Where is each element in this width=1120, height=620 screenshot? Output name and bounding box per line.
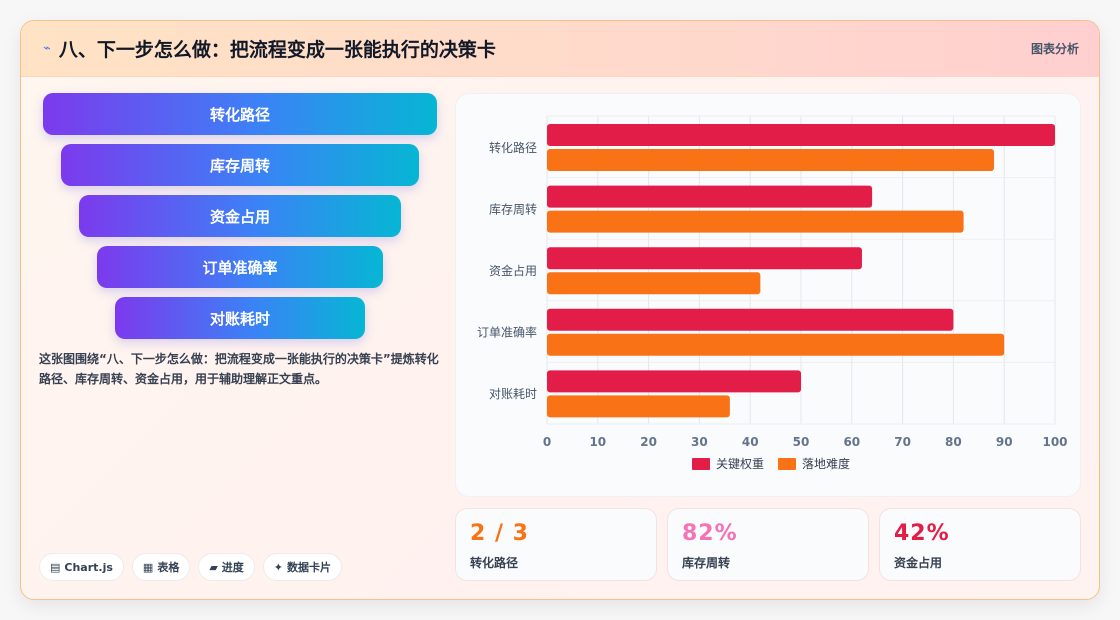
funnel-item: 库存周转 xyxy=(61,144,419,186)
chip-label: Chart.js xyxy=(64,560,113,574)
chip-label: 进度 xyxy=(221,561,244,574)
funnel-item: 资金占用 xyxy=(79,195,401,237)
bar xyxy=(547,370,801,393)
x-tick-label: 30 xyxy=(691,435,708,449)
header: ⌁ 八、下一步怎么做：把流程变成一张能执行的决策卡 图表分析 xyxy=(21,21,1099,77)
bar xyxy=(547,124,1055,146)
x-tick-label: 100 xyxy=(1042,435,1067,449)
bar xyxy=(547,308,954,331)
x-tick-label: 50 xyxy=(793,435,810,449)
legend-label: 关键权重 xyxy=(716,457,764,471)
bar xyxy=(547,272,761,295)
legend-label: 落地难度 xyxy=(802,456,850,471)
y-tick-label: 对账耗时 xyxy=(489,387,537,401)
stat-value: 42% xyxy=(894,521,950,546)
chip-data-card[interactable]: ✦ 数据卡片 xyxy=(262,553,343,581)
chip-row: ▤ Chart.js ▦ 表格 ▰ 进度 ✦ 数据卡片 xyxy=(39,553,343,581)
stat-card-capital: 42% 资金占用 xyxy=(879,508,1081,581)
bar xyxy=(547,185,873,208)
bar-chart: 0 10 20 30 40 50 60 70 80 90 100 转化路径库存周转资金占用订单准确率对… xyxy=(477,115,1068,471)
bar-chart-panel: 0 10 20 30 40 50 60 70 80 90 100 转化路径库存周转资金占用订单准确率对… xyxy=(455,93,1081,497)
chip-chartjs[interactable]: ▤ Chart.js xyxy=(39,553,124,581)
stat-value: 82% xyxy=(682,521,738,546)
chart-analysis-tag: 图表分析 xyxy=(1030,42,1079,56)
funnel-item: 转化路径 xyxy=(43,93,437,135)
main-card: ⌁ 八、下一步怎么做：把流程变成一张能执行的决策卡 图表分析 转化路径 库存周转… xyxy=(20,20,1100,600)
chip-progress[interactable]: ▰ 进度 xyxy=(198,553,255,581)
bar xyxy=(547,333,1005,356)
x-tick-label: 40 xyxy=(742,435,759,449)
stat-value: 2 / 3 xyxy=(470,521,529,546)
x-tick-label: 10 xyxy=(589,435,606,449)
y-tick-label: 资金占用 xyxy=(489,263,537,278)
x-tick-label: 60 xyxy=(843,435,860,449)
sparkle-icon: ✦ xyxy=(273,560,284,574)
chart-icon: ▤ xyxy=(50,560,61,574)
pin-icon: ⌁ xyxy=(43,41,51,56)
x-tick-label: 80 xyxy=(945,435,962,449)
chip-table[interactable]: ▦ 表格 xyxy=(131,553,191,581)
stat-label: 转化路径 xyxy=(470,556,519,570)
stat-card-conversion: 2 / 3 转化路径 xyxy=(455,508,657,581)
funnel-item: 对账耗时 xyxy=(115,297,365,339)
y-tick-label: 转化路径 xyxy=(489,140,537,155)
stat-label: 库存周转 xyxy=(682,556,731,570)
title-wrap: ⌁ 八、下一步怎么做：把流程变成一张能执行的决策卡 xyxy=(43,35,496,62)
x-tick-label: 20 xyxy=(640,435,657,449)
chip-label: 表格 xyxy=(157,561,180,574)
x-tick-label: 90 xyxy=(996,435,1013,449)
legend-swatch xyxy=(692,458,710,470)
x-tick-label: 0 xyxy=(543,435,551,449)
stat-label: 资金占用 xyxy=(894,556,943,570)
bar xyxy=(547,247,862,270)
funnel-item: 订单准确率 xyxy=(97,246,383,288)
legend-swatch xyxy=(778,458,796,470)
chip-label: 数据卡片 xyxy=(287,561,332,574)
y-tick-label: 库存周转 xyxy=(489,201,537,216)
stat-card-inventory: 82% 库存周转 xyxy=(667,508,869,581)
description: 这张图围绕“八、下一步怎么做：把流程变成一张能执行的决策卡”提炼转化路径、库存周… xyxy=(39,352,439,386)
bar xyxy=(547,395,730,418)
progress-icon: ▰ xyxy=(209,560,218,574)
page-title: 八、下一步怎么做：把流程变成一张能执行的决策卡 xyxy=(58,39,496,61)
y-tick-label: 订单准确率 xyxy=(477,325,537,340)
bar xyxy=(547,210,964,233)
bar xyxy=(547,149,995,171)
table-icon: ▦ xyxy=(142,560,154,574)
x-tick-label: 70 xyxy=(894,435,911,449)
